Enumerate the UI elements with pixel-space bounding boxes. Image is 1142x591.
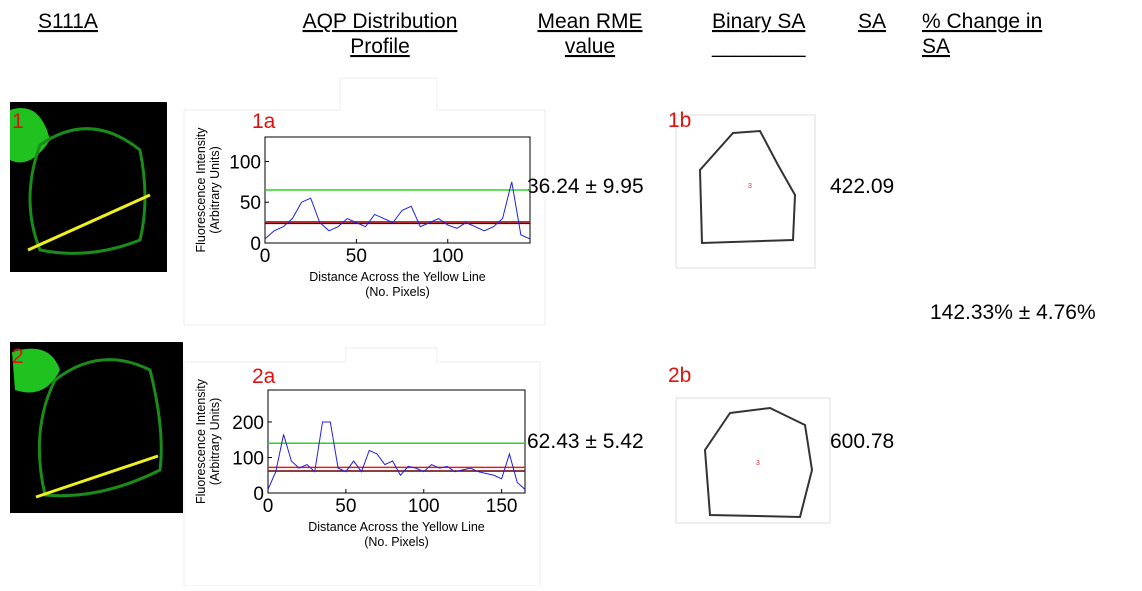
column-header: SA [858, 10, 886, 33]
x-axis-label: Distance Across the Yellow Line [309, 270, 486, 284]
column-header: S111A [38, 10, 98, 33]
y-tick-label: 100 [229, 152, 261, 173]
column-header: Binary SA [712, 10, 805, 33]
binary-label: 2b [668, 364, 691, 387]
x-tick-label: 100 [432, 246, 464, 267]
plot-panel [183, 77, 546, 326]
x-axis-label: Distance Across the Yellow Line [308, 520, 485, 534]
x-tick-label: 0 [260, 246, 271, 267]
x-axis-label: (No. Pixels) [365, 285, 430, 299]
column-header: Mean RME [537, 10, 642, 33]
column-header: AQP Distribution [303, 10, 458, 33]
y-tick-label: 200 [232, 413, 264, 434]
y-axis-label: (Arbitrary Units) [208, 398, 222, 486]
plot-label: 1a [252, 110, 276, 133]
binary-image [675, 397, 831, 524]
y-axis-label: (Arbitrary Units) [208, 146, 222, 234]
y-tick-label: 100 [232, 448, 264, 469]
binary-label: 1b [668, 109, 691, 132]
cell-image [10, 102, 167, 272]
cell-label: 1 [12, 110, 24, 133]
profile-line [264, 181, 531, 240]
plot-label: 2a [252, 365, 276, 388]
plot-frame [267, 389, 526, 494]
y-tick-label: 0 [250, 234, 261, 255]
y-axis-label: Fluorescence Intensity [194, 127, 208, 253]
column-header: ________ [711, 35, 806, 58]
cell-image [10, 342, 183, 513]
column-header: % Change in [922, 10, 1042, 33]
cell-id: 3 [748, 183, 752, 190]
sa-value: 600.78 [830, 430, 894, 453]
rme-value: 62.43 ± 5.42 [527, 430, 644, 453]
x-tick-label: 100 [408, 496, 440, 517]
x-tick-label: 50 [335, 496, 356, 517]
y-tick-label: 0 [253, 484, 264, 505]
binary-image [675, 114, 816, 269]
percent-change: 142.33% ± 4.76% [930, 301, 1096, 324]
column-header: value [565, 35, 615, 58]
sa-value: 422.09 [830, 175, 894, 198]
x-tick-label: 0 [263, 496, 274, 517]
cell-id: 3 [756, 460, 760, 467]
x-tick-label: 150 [486, 496, 518, 517]
cell-label: 2 [12, 345, 24, 368]
y-tick-label: 50 [240, 193, 261, 214]
column-header: Profile [350, 35, 410, 58]
profile-line [267, 421, 526, 490]
column-header: SA [922, 35, 950, 58]
y-axis-label: Fluorescence Intensity [194, 378, 208, 504]
x-tick-label: 50 [346, 246, 367, 267]
x-axis-label: (No. Pixels) [364, 535, 429, 549]
rme-value: 36.24 ± 9.95 [527, 175, 644, 198]
